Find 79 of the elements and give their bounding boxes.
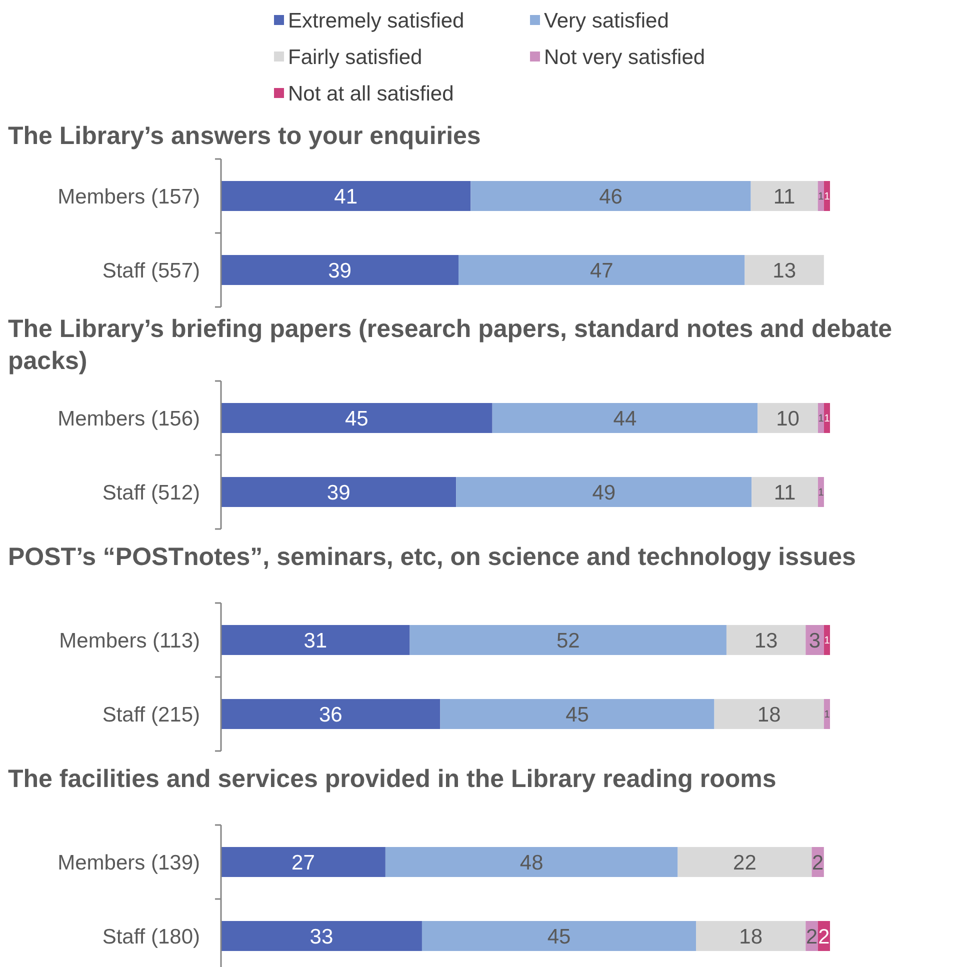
bar — [422, 921, 696, 951]
chart-title: The facilities and services provided in the Library reading rooms — [8, 764, 776, 793]
bar — [714, 699, 824, 729]
data-label: 2 — [812, 851, 824, 874]
data-label: 1 — [818, 192, 824, 203]
legend-label: Extremely satisfied — [288, 9, 464, 32]
bar — [678, 847, 812, 877]
data-label: 13 — [772, 259, 796, 282]
data-label: 39 — [328, 259, 352, 282]
legend-label: Not at all satisfied — [288, 82, 454, 106]
bar — [221, 699, 440, 729]
data-label: 2 — [806, 925, 818, 948]
y-tick-label: Members (156) — [58, 407, 200, 430]
bar — [470, 181, 751, 211]
data-label: 47 — [590, 259, 614, 282]
bar — [440, 699, 714, 729]
bar — [385, 847, 678, 877]
data-label: 49 — [592, 481, 616, 504]
bar — [744, 255, 824, 285]
bar — [221, 255, 459, 285]
legend-label: Very satisfied — [544, 9, 669, 32]
chart-title: POST’s “POSTnotes”, seminars, etc, on science and technology issues — [8, 542, 856, 571]
data-label: 48 — [520, 851, 544, 874]
bar — [221, 181, 471, 211]
bar — [818, 403, 824, 433]
data-label: 45 — [566, 703, 589, 726]
bar — [221, 921, 422, 951]
data-label: 27 — [292, 851, 315, 874]
data-label: 18 — [739, 925, 763, 948]
bar — [696, 921, 806, 951]
bar — [492, 403, 758, 433]
bar — [726, 625, 806, 655]
bar — [221, 477, 456, 507]
data-label: 1 — [818, 488, 824, 499]
y-tick-label: Members (157) — [58, 185, 200, 208]
data-label: 1 — [824, 710, 830, 721]
data-label: 36 — [318, 703, 342, 726]
data-label: 52 — [556, 629, 580, 652]
y-tick-label: Staff (512) — [102, 481, 200, 504]
data-label: 39 — [326, 481, 350, 504]
bar — [221, 847, 386, 877]
bar — [456, 477, 752, 507]
data-label: 41 — [334, 185, 358, 208]
data-label: 22 — [733, 851, 756, 874]
bar — [750, 181, 818, 211]
y-tick-label: Staff (215) — [102, 703, 200, 726]
y-tick-label: Members (139) — [58, 851, 200, 874]
bar — [758, 403, 818, 433]
data-label: 31 — [304, 629, 328, 652]
data-label: 3 — [808, 629, 821, 652]
data-label: 11 — [774, 481, 796, 504]
y-tick-label: Staff (180) — [102, 925, 200, 948]
data-label: 33 — [310, 925, 334, 948]
legend-label: Fairly satisfied — [288, 46, 422, 69]
data-label: 1 — [824, 636, 830, 647]
bar — [818, 477, 824, 507]
chart-title: The Library’s answers to your enquiries — [8, 122, 481, 150]
data-label: 1 — [824, 192, 830, 203]
data-label: 18 — [757, 703, 781, 726]
data-label: 10 — [776, 407, 800, 430]
y-tick-label: Staff (557) — [102, 259, 200, 282]
data-label: 45 — [344, 407, 368, 430]
bar — [410, 625, 726, 655]
bar — [824, 403, 830, 433]
data-label: 1 — [818, 414, 824, 425]
data-label: 1 — [824, 414, 830, 425]
data-label: 46 — [599, 185, 622, 208]
bar — [752, 477, 818, 507]
legend-label: Not very satisfied — [544, 46, 706, 69]
chart-title: The Library’s briefing papers (research papers, standard notes and debate packs) — [8, 314, 892, 375]
data-label: 13 — [754, 629, 778, 652]
y-tick-label: Members (113) — [59, 629, 200, 652]
bar — [458, 255, 745, 285]
bar — [221, 403, 492, 433]
data-label: 2 — [818, 925, 830, 948]
data-label: 45 — [547, 925, 571, 948]
data-label: 11 — [773, 185, 796, 208]
data-label: 44 — [613, 407, 637, 430]
bar — [221, 625, 410, 655]
